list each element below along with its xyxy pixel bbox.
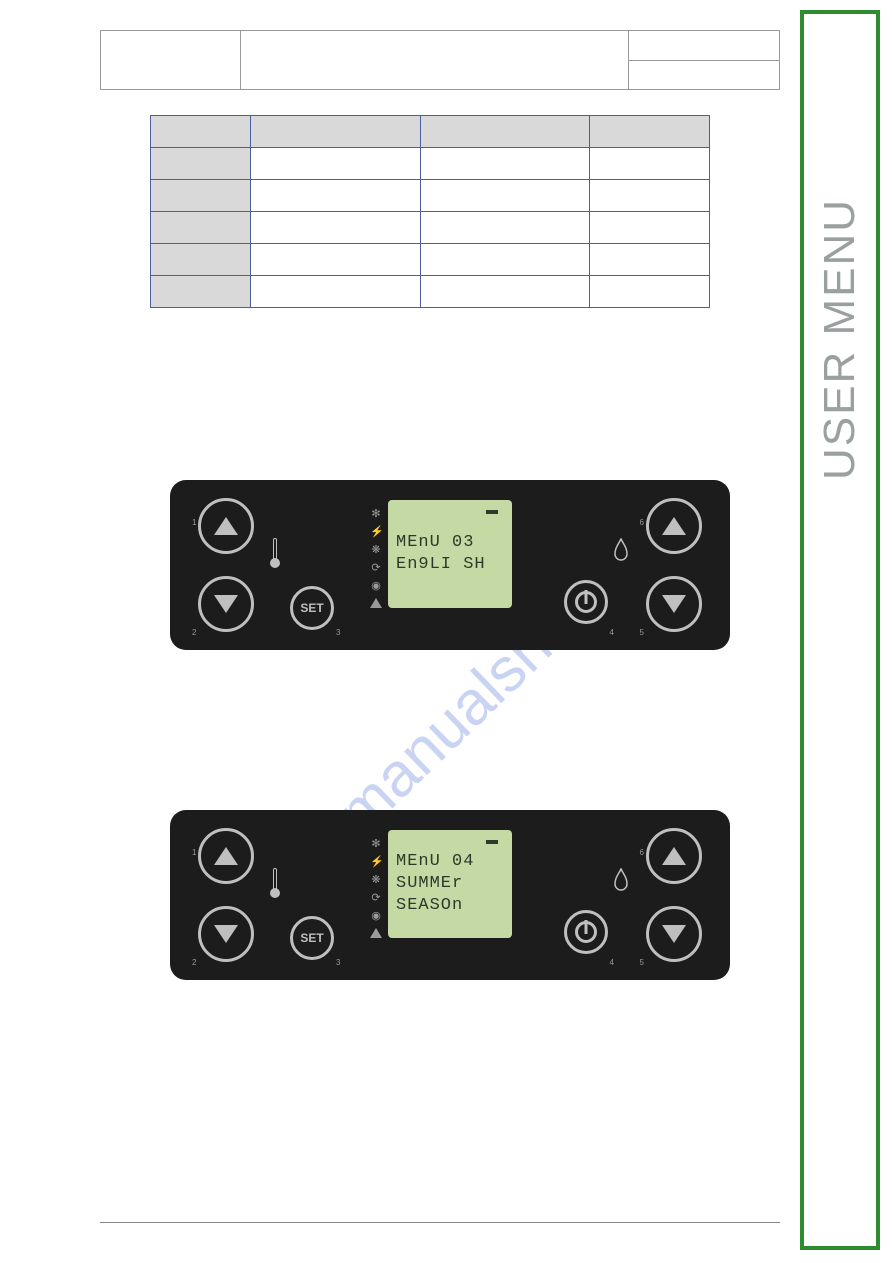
clock-icon: ✻ [370, 838, 382, 850]
button-num-5: 5 [640, 958, 644, 967]
lcd-status-icons: ✻ ⚡ ❋ ⟳ ◉ [368, 508, 384, 608]
clock-icon: ✻ [370, 508, 382, 520]
table-row [151, 180, 710, 212]
power-icon [575, 921, 597, 943]
table-row [151, 276, 710, 308]
button-num-4: 4 [610, 958, 614, 967]
button-num-6: 6 [640, 518, 644, 527]
table-row [151, 244, 710, 276]
thermometer-icon [270, 868, 280, 898]
lcd-screen: MEnU 04 SUMMEr SEASOn [388, 830, 512, 938]
set-label: SET [300, 601, 323, 615]
lcd-indicator [486, 840, 498, 844]
power-icon [575, 591, 597, 613]
button-6-up[interactable] [646, 828, 702, 884]
control-panel-1: 1 2 SET 3 ✻ ⚡ ❋ ⟳ ◉ MEnU 03 En9LI SH 4 5… [170, 480, 730, 650]
th-1 [151, 116, 251, 148]
chevron-down-icon [214, 925, 238, 943]
button-num-6: 6 [640, 848, 644, 857]
chevron-up-icon [662, 847, 686, 865]
button-num-2: 2 [192, 628, 196, 637]
lcd-screen: MEnU 03 En9LI SH [388, 500, 512, 608]
lcd-line-2: En9LI SH [396, 554, 504, 576]
button-num-3: 3 [336, 958, 340, 967]
flame-icon [612, 868, 630, 894]
table-row [151, 212, 710, 244]
button-num-1: 1 [192, 518, 196, 527]
pump-icon: ◉ [370, 910, 382, 922]
header-cell-3 [629, 31, 779, 89]
lcd-line-1: MEnU 03 [396, 532, 504, 554]
pump-icon: ◉ [370, 580, 382, 592]
button-1-up[interactable] [198, 498, 254, 554]
fan-icon: ❋ [370, 544, 382, 556]
lcd-indicator [486, 510, 498, 514]
lcd-line-1: MEnU 04 [396, 851, 504, 873]
thermometer-icon [270, 538, 280, 568]
header-cell-1 [101, 31, 241, 89]
auger-icon: ⟳ [370, 892, 382, 904]
side-tab-label: USER MENU [815, 198, 865, 480]
footer-rule [100, 1222, 780, 1223]
chevron-down-icon [662, 595, 686, 613]
header-table [100, 30, 780, 90]
table-row [151, 148, 710, 180]
lcd-status-icons: ✻ ⚡ ❋ ⟳ ◉ [368, 838, 384, 938]
th-3 [420, 116, 590, 148]
button-1-up[interactable] [198, 828, 254, 884]
page: USER MENU manualshive.com [0, 0, 892, 1263]
alarm-icon [370, 598, 382, 608]
button-num-1: 1 [192, 848, 196, 857]
button-num-5: 5 [640, 628, 644, 637]
button-5-down[interactable] [646, 576, 702, 632]
th-4 [590, 116, 710, 148]
chevron-down-icon [662, 925, 686, 943]
side-tab: USER MENU [800, 10, 880, 1250]
lcd-line-2: SUMMEr [396, 873, 504, 895]
fan-icon: ❋ [370, 874, 382, 886]
data-table [150, 115, 710, 308]
th-2 [250, 116, 420, 148]
set-button[interactable]: SET [290, 916, 334, 960]
spark-icon: ⚡ [370, 856, 382, 868]
table-header-row [151, 116, 710, 148]
button-num-2: 2 [192, 958, 196, 967]
header-cell-3a [629, 31, 779, 61]
button-num-4: 4 [610, 628, 614, 637]
set-label: SET [300, 931, 323, 945]
button-2-down[interactable] [198, 576, 254, 632]
alarm-icon [370, 928, 382, 938]
control-panel-2: 1 2 SET 3 ✻ ⚡ ❋ ⟳ ◉ MEnU 04 SUMMEr SEASO… [170, 810, 730, 980]
chevron-up-icon [214, 847, 238, 865]
spark-icon: ⚡ [370, 526, 382, 538]
auger-icon: ⟳ [370, 562, 382, 574]
header-cell-3b [629, 61, 779, 90]
lcd-line-3: SEASOn [396, 895, 504, 917]
flame-icon [612, 538, 630, 564]
chevron-up-icon [662, 517, 686, 535]
button-5-down[interactable] [646, 906, 702, 962]
power-button[interactable] [564, 910, 608, 954]
chevron-up-icon [214, 517, 238, 535]
button-6-up[interactable] [646, 498, 702, 554]
header-cell-2 [241, 31, 630, 89]
chevron-down-icon [214, 595, 238, 613]
button-2-down[interactable] [198, 906, 254, 962]
set-button[interactable]: SET [290, 586, 334, 630]
power-button[interactable] [564, 580, 608, 624]
button-num-3: 3 [336, 628, 340, 637]
